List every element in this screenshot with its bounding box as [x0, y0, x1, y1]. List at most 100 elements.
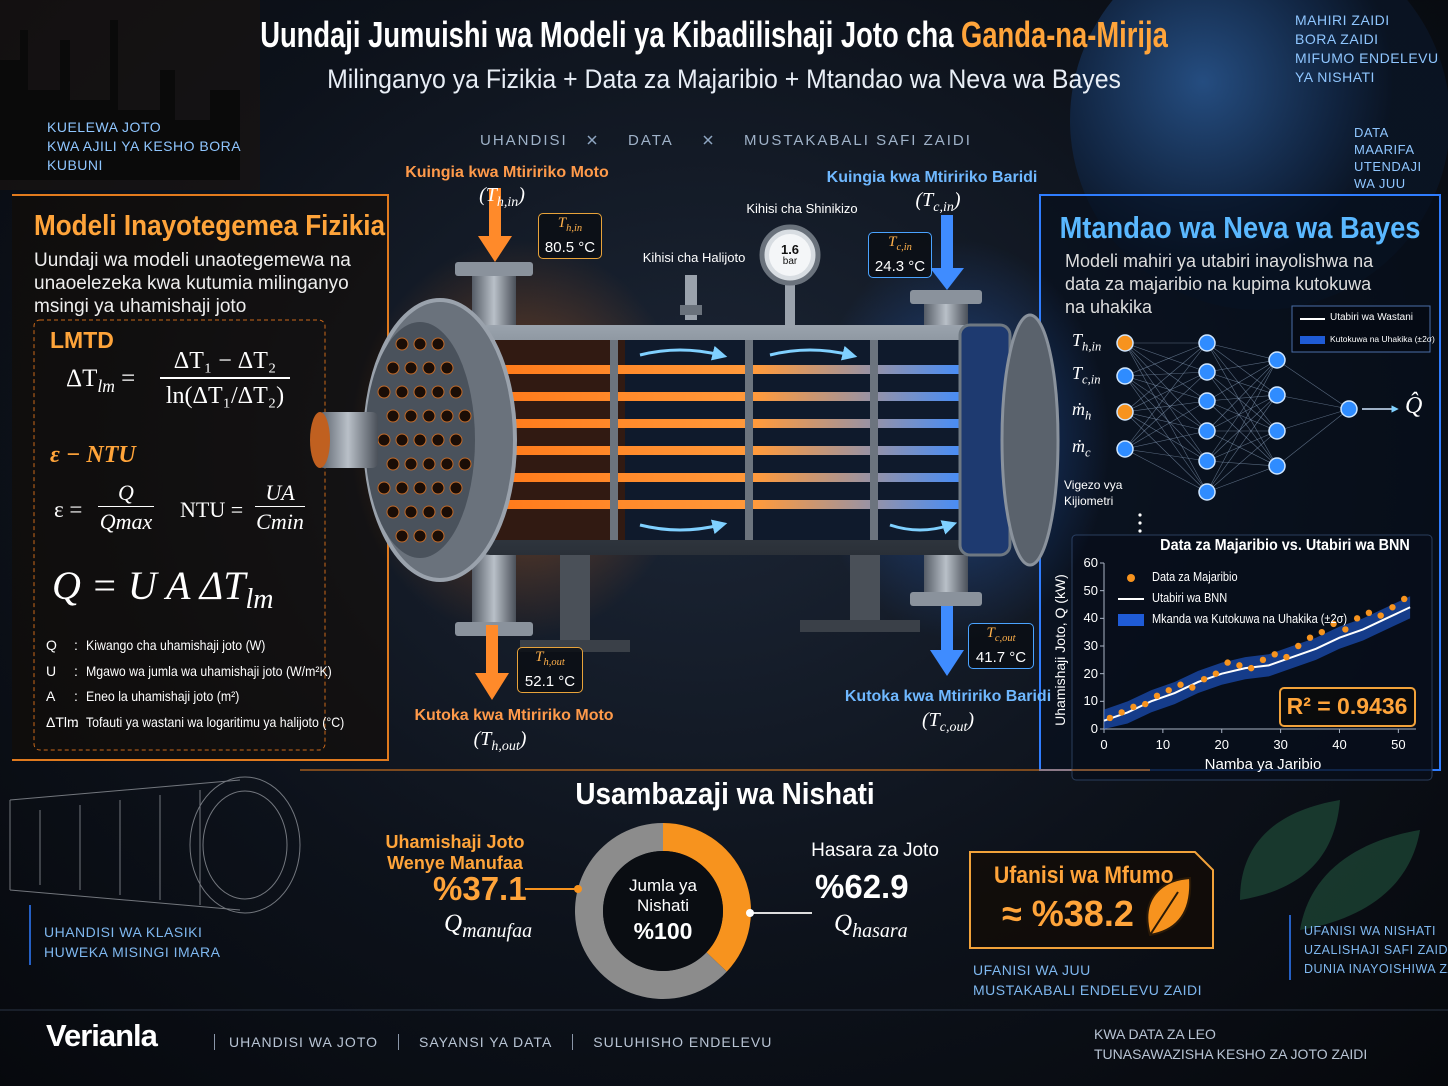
rear-flange: [1000, 313, 1060, 567]
neural-network: [1116, 334, 1399, 533]
tagline-line: KUELEWA JOTO: [47, 119, 162, 135]
text: T: [535, 649, 544, 665]
tagline: UHANDISI WA KLASIKI HUWEKA MISINGI IMARA: [44, 922, 220, 962]
text: h,out: [491, 739, 520, 754]
nn-ellipsis: [1138, 521, 1142, 525]
text: T: [986, 625, 995, 641]
text: c,out: [939, 720, 968, 735]
data-point: [1283, 653, 1290, 661]
text: h,in: [496, 195, 519, 210]
data-point: [1118, 709, 1125, 716]
nn-edge: [1206, 394, 1278, 432]
text: ): [953, 189, 961, 211]
nn-edge: [1206, 359, 1278, 373]
tube-hole: [377, 385, 391, 399]
efficiency-value: ≈ %38.2: [1002, 893, 1134, 934]
text: T: [922, 189, 934, 211]
stream-symbol: (Tc,in): [915, 189, 960, 216]
legend-separator: :: [74, 713, 78, 730]
text: (: [479, 184, 486, 206]
tube-hole: [449, 385, 463, 399]
symbol: ṁ: [1072, 436, 1085, 456]
text: c,in: [896, 242, 912, 253]
nn-node: [1198, 363, 1216, 381]
tube-holes: [377, 337, 472, 543]
nn-edge: [1124, 371, 1208, 377]
tagline-line: YA NISHATI: [1295, 69, 1375, 85]
subscript: hasara: [852, 920, 908, 942]
data-point: [1342, 626, 1349, 633]
legend-row: Q: Kiwango cha uhamishaji joto (W): [46, 633, 380, 659]
temp-tag: Th,in 80.5 °C: [538, 213, 602, 259]
nav-item: UHANDISI: [480, 132, 568, 149]
tube-hole: [458, 409, 472, 423]
data-point: [1259, 656, 1267, 664]
text: T: [928, 709, 940, 731]
nn-input-label: ṁc: [1072, 436, 1091, 461]
nn-edge: [1206, 359, 1278, 462]
bnn-legend-label: Utabiri wa Wastani: [1330, 312, 1413, 323]
tube-hole: [386, 505, 400, 519]
numerator: Q: [118, 480, 134, 505]
brand: Verianla: [46, 1018, 158, 1053]
symbol: T: [1072, 363, 1083, 383]
subscript: h: [1085, 408, 1092, 423]
nav-separators: [587, 135, 713, 145]
footer-item: SULUHISHO ENDELEVU: [572, 1034, 792, 1050]
description-line: msingi ya uhamishaji joto: [34, 296, 247, 317]
data-point: [1365, 609, 1373, 616]
nn-edge: [1124, 430, 1208, 450]
nn-edge: [1206, 430, 1278, 467]
nn-edge: [1124, 342, 1208, 493]
nn-edge: [1206, 371, 1278, 467]
data-point: [1165, 687, 1172, 694]
tube-hole: [386, 457, 400, 471]
donut-center: [603, 851, 723, 971]
data-point: [1306, 634, 1314, 641]
denominator: Cmin: [255, 506, 305, 535]
nn-geometry-label: Vigezo vya Kijiometri: [1064, 478, 1123, 508]
sensors: [680, 224, 821, 328]
data-point: [1295, 642, 1302, 650]
nn-edge: [1124, 371, 1208, 413]
nn-edge: [1206, 371, 1278, 432]
supports: [520, 540, 920, 652]
tagline: UFANISI WA NISHATI UZALISHAJI SAFI ZAIDI D…: [1304, 922, 1448, 979]
symbol: ΔT: [66, 365, 98, 392]
nn-edge: [1206, 400, 1278, 432]
text: ): [518, 184, 525, 206]
section-title: Usambazaji wa Nishati: [575, 776, 875, 811]
nn-node: [1198, 392, 1216, 410]
chart: [1100, 562, 1416, 733]
symbol: T: [1072, 330, 1083, 350]
title-highlight: Ganda-na-Mirija: [961, 14, 1168, 55]
legend-marker: [1127, 574, 1135, 582]
description-line: na uhakika: [1065, 297, 1153, 317]
legend-symbol: ΔTlm: [46, 713, 79, 730]
nn-edge: [1276, 408, 1350, 467]
x-tick-label: 50: [1391, 737, 1406, 752]
data-point: [1330, 620, 1337, 628]
text: h,out: [543, 657, 565, 668]
legend-marker: [1118, 614, 1144, 626]
tagline-line: UFANISI WA NISHATI: [1304, 924, 1436, 938]
stream-label: Kuingia kwa Mtiririko Baridi: [826, 169, 1038, 186]
nn-input-label: ṁh: [1072, 399, 1091, 424]
y-axis-label: Uhamishaji Joto, Q (kW): [1052, 574, 1068, 726]
nn-edge: [1206, 400, 1278, 467]
tube-hole: [458, 457, 472, 471]
gauge-unit: bar: [782, 256, 798, 267]
skyline: [0, 20, 240, 180]
nn-output: Q̂: [1405, 393, 1423, 419]
stream-label: Kuingia kwa Mtiririko Moto: [405, 164, 609, 181]
bnn-title: Mtandao wa Neva wa Bayes: [1059, 210, 1421, 245]
nn-edge: [1206, 394, 1278, 493]
tagline: DATA MAARIFA UTENDAJI WA JUU: [1354, 124, 1422, 192]
subscript: c: [1085, 445, 1091, 460]
text: T: [557, 215, 567, 231]
subscript: manufaa: [462, 920, 533, 942]
front-nozzle-opening: [310, 412, 330, 468]
subtitle: Milinganyo ya Fizikia + Data za Majaribi…: [327, 64, 1121, 94]
bnn-legend-label: Kutokuwa na Uhakika (±2σ): [1330, 334, 1435, 344]
